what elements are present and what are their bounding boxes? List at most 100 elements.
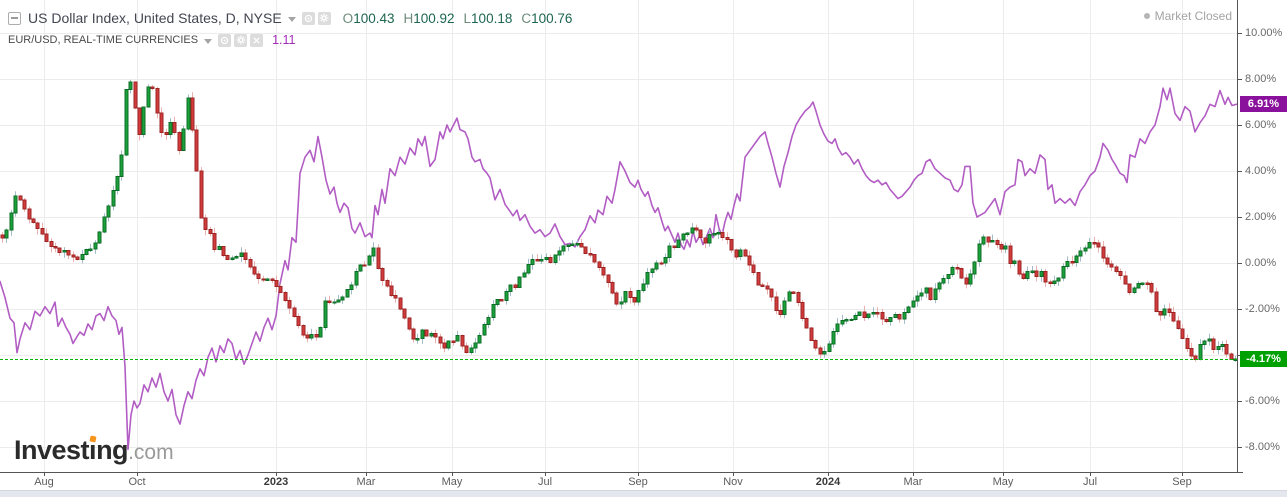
candle-body[interactable] xyxy=(654,262,659,270)
eurusd-line[interactable] xyxy=(0,87,1238,451)
candle-body[interactable] xyxy=(628,290,633,298)
candle-body[interactable] xyxy=(747,255,752,266)
candle-body[interactable] xyxy=(358,264,363,272)
candle-body[interactable] xyxy=(831,330,836,345)
candle-body[interactable] xyxy=(168,121,173,136)
candle-body[interactable] xyxy=(672,245,677,248)
candle-body[interactable] xyxy=(486,316,491,325)
candle-body[interactable] xyxy=(522,272,527,278)
candle-body[interactable] xyxy=(729,238,734,251)
candle-body[interactable] xyxy=(155,88,160,114)
candle-body[interactable] xyxy=(1202,340,1207,345)
candle-body[interactable] xyxy=(194,129,199,172)
candle-body[interactable] xyxy=(407,317,412,330)
candle-body[interactable] xyxy=(9,212,14,231)
candle-body[interactable] xyxy=(265,278,270,282)
candle-body[interactable] xyxy=(217,245,222,250)
candle-body[interactable] xyxy=(999,244,1004,250)
candle-body[interactable] xyxy=(566,244,571,248)
candle-body[interactable] xyxy=(420,329,425,340)
candle-body[interactable] xyxy=(106,205,111,218)
candle-body[interactable] xyxy=(849,318,854,322)
candle-body[interactable] xyxy=(1189,348,1194,357)
candle-body[interactable] xyxy=(933,288,938,301)
candle-body[interactable] xyxy=(349,284,354,291)
candle-body[interactable] xyxy=(345,289,350,298)
candle-body[interactable] xyxy=(893,314,898,319)
candle-body[interactable] xyxy=(800,302,805,320)
candle-body[interactable] xyxy=(769,288,774,298)
candle-body[interactable] xyxy=(469,347,474,353)
candle-body[interactable] xyxy=(181,128,186,151)
candle-body[interactable] xyxy=(906,306,911,313)
candle-body[interactable] xyxy=(990,239,995,243)
candle-body[interactable] xyxy=(1193,355,1198,360)
candle-body[interactable] xyxy=(49,241,54,248)
candle-body[interactable] xyxy=(641,283,646,292)
candle-body[interactable] xyxy=(1127,283,1132,293)
candle-body[interactable] xyxy=(884,318,889,323)
candle-body[interactable] xyxy=(1078,250,1083,257)
candle-body[interactable] xyxy=(66,250,71,256)
candle-body[interactable] xyxy=(981,236,986,245)
candle-body[interactable] xyxy=(1008,245,1013,265)
candle-body[interactable] xyxy=(866,313,871,319)
candle-body[interactable] xyxy=(433,333,438,338)
candle-body[interactable] xyxy=(111,190,116,207)
candle-body[interactable] xyxy=(385,279,390,287)
candle-body[interactable] xyxy=(389,285,394,296)
candle-body[interactable] xyxy=(1123,275,1128,285)
candle-body[interactable] xyxy=(690,227,695,234)
candle-body[interactable] xyxy=(774,296,779,311)
candle-body[interactable] xyxy=(172,121,177,133)
candle-body[interactable] xyxy=(557,250,562,256)
candle-body[interactable] xyxy=(579,243,584,248)
candle-body[interactable] xyxy=(725,236,730,240)
candle-body[interactable] xyxy=(97,231,102,244)
candle-body[interactable] xyxy=(844,318,849,322)
candle-body[interactable] xyxy=(782,300,787,316)
candle-body[interactable] xyxy=(1034,270,1039,277)
candle-body[interactable] xyxy=(18,195,23,201)
candle-body[interactable] xyxy=(133,81,138,109)
candle-body[interactable] xyxy=(504,290,509,302)
candle-body[interactable] xyxy=(199,170,204,219)
candle-body[interactable] xyxy=(243,252,248,260)
candle-body[interactable] xyxy=(464,345,469,353)
candle-body[interactable] xyxy=(791,291,796,294)
candle-body[interactable] xyxy=(230,257,235,261)
candle-body[interactable] xyxy=(1109,263,1114,268)
candle-body[interactable] xyxy=(1021,273,1026,280)
candle-body[interactable] xyxy=(592,254,597,263)
candle-body[interactable] xyxy=(1114,266,1119,272)
candle-body[interactable] xyxy=(972,261,977,275)
candle-body[interactable] xyxy=(1092,242,1097,245)
candle-body[interactable] xyxy=(278,285,283,293)
candle-body[interactable] xyxy=(460,335,465,347)
candle-body[interactable] xyxy=(1039,271,1044,278)
candle-body[interactable] xyxy=(539,259,544,262)
visibility-icon[interactable] xyxy=(301,11,315,25)
candle-body[interactable] xyxy=(1096,242,1101,248)
candle-body[interactable] xyxy=(393,295,398,299)
candle-body[interactable] xyxy=(499,299,504,302)
candle-body[interactable] xyxy=(212,233,217,250)
candle-body[interactable] xyxy=(62,250,67,253)
candle-body[interactable] xyxy=(756,271,761,286)
candle-body[interactable] xyxy=(323,300,328,329)
candle-body[interactable] xyxy=(822,351,827,355)
candle-body[interactable] xyxy=(367,255,372,266)
candle-body[interactable] xyxy=(221,245,226,257)
candle-body[interactable] xyxy=(1043,271,1048,283)
candle-body[interactable] xyxy=(256,273,261,280)
candle-body[interactable] xyxy=(261,278,266,281)
candle-body[interactable] xyxy=(27,208,32,220)
candle-body[interactable] xyxy=(548,257,553,264)
candle-body[interactable] xyxy=(911,300,916,308)
candle-body[interactable] xyxy=(292,307,297,318)
candle-body[interactable] xyxy=(75,256,80,261)
candle-body[interactable] xyxy=(314,333,319,338)
candle-body[interactable] xyxy=(986,236,991,243)
candle-body[interactable] xyxy=(287,299,292,309)
